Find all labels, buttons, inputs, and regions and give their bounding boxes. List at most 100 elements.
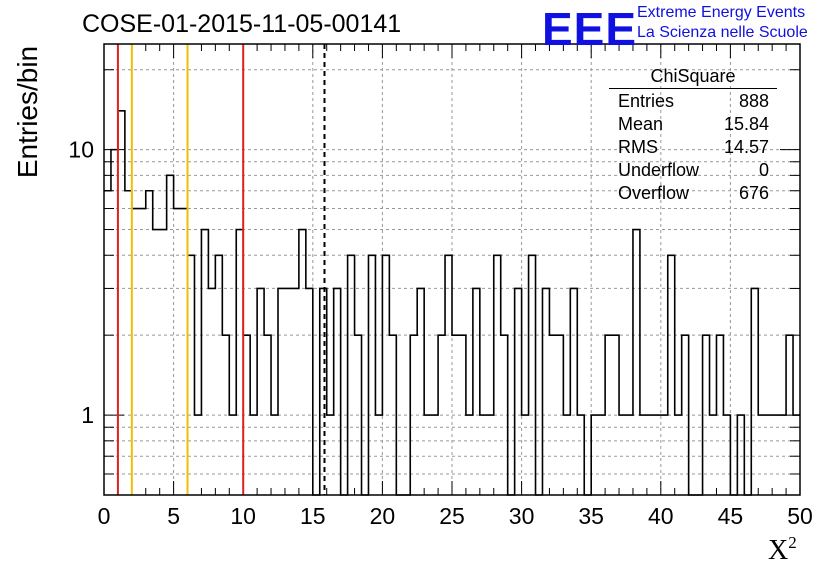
histogram-bin [320,288,327,495]
histogram-bin [278,288,285,495]
y-tick-labels: 1 10 [68,137,94,428]
stats-value: 15.84 [723,114,769,134]
stats-value: 0 [758,160,769,180]
histogram-bin [174,209,181,495]
stats-label: RMS [618,137,658,157]
histogram-bin [591,415,598,495]
plot-frame [103,43,801,496]
logo-line-1: Extreme Energy Events [637,4,806,21]
histogram-bin [431,415,438,495]
histogram-bin [619,415,626,495]
histogram-bin [466,415,473,495]
histogram-bin [710,415,717,495]
histogram-bin [146,191,153,495]
histogram-bin [570,288,577,495]
histogram-bin [132,209,139,495]
stats-row-entries: Entries 888 [609,90,777,113]
histogram-bin [758,415,765,495]
histogram-bin [563,415,570,495]
histogram-bin [271,415,278,495]
histogram-bin [167,175,174,495]
histogram-bin [438,335,445,495]
histogram-bin [208,288,215,495]
histogram-bin [765,415,772,495]
histogram-bin [668,255,675,495]
histogram-bin [292,288,299,495]
histogram-bin [626,415,633,495]
histogram-bin [355,335,362,495]
x-axis-label-base: X [768,535,789,566]
histogram-bin [306,288,313,495]
histogram-bin [104,191,111,495]
y-tick-label: 10 [68,137,94,163]
stats-row-overflow: Overflow 676 [609,182,777,205]
histogram-bin [334,288,341,495]
x-tick-labels: 0 5 10 15 20 25 30 35 40 45 50 [98,503,813,529]
histogram-bin [389,335,396,495]
histogram-bin [793,415,800,495]
histogram-bin [556,335,563,495]
x-tick-label: 50 [787,503,813,529]
histogram-bin [779,415,786,495]
histogram-bin [703,335,710,495]
histogram-bin [194,415,201,495]
histogram-bin [375,415,382,495]
histogram-bin [118,111,125,495]
histogram-bin [459,335,466,495]
histogram-bin [424,415,431,495]
histogram-bin [410,335,417,495]
histogram-bin [515,288,522,495]
stats-row-rms: RMS 14.57 [609,136,777,159]
x-axis-label-sup: 2 [788,533,797,552]
histogram-bin [181,209,188,495]
histogram-bin [647,415,654,495]
x-tick-label: 0 [98,503,111,529]
eee-logo: EEE [542,3,638,55]
stats-title: ChiSquare [609,66,777,89]
y-tick-label: 1 [81,402,94,428]
histogram-bin [723,415,730,495]
histogram-bin [111,150,118,495]
histogram-bin [598,415,605,495]
histogram-bin [716,335,723,495]
x-tick-label: 15 [300,503,326,529]
histogram-bin [160,230,167,495]
histogram-bin [139,209,146,495]
histogram-bin [125,191,132,495]
histogram-bin [577,415,584,495]
histogram-bin [236,230,243,495]
histogram-bin [188,255,195,495]
histogram-bin [201,230,208,495]
stats-label: Underflow [618,160,700,180]
histogram-bin [501,335,508,495]
histogram-bin [772,415,779,495]
histogram-bin [605,335,612,495]
histogram-bin [640,415,647,495]
stats-value: 14.57 [723,137,769,157]
stats-value: 676 [738,183,769,203]
histogram-bin [222,335,229,495]
stats-value: 888 [738,91,769,111]
histogram-bin [487,415,494,495]
histogram-bin [633,230,640,495]
histogram-bin [348,255,355,495]
histogram-outline [104,110,800,496]
histogram-bin [682,335,689,495]
histogram-bin [480,415,487,495]
histogram-bin [612,335,619,495]
histogram-bin [494,255,501,495]
histogram-bin [529,255,536,495]
histogram-bin [250,415,257,495]
histogram-bin [382,255,389,495]
histogram-bin [654,415,661,495]
x-tick-label: 30 [509,503,535,529]
chart-title: COSE-01-2015-11-05-00141 [82,10,402,38]
stats-box: ChiSquare Entries 888 Mean 15.84 RMS 14.57 … [609,66,777,205]
x-tick-label: 45 [718,503,744,529]
histogram-bin [452,335,459,495]
histogram-bin [153,230,160,495]
histogram-bin [473,288,480,495]
histogram-bin [257,288,264,495]
histogram-bin [737,415,744,495]
x-tick-label: 40 [648,503,674,529]
